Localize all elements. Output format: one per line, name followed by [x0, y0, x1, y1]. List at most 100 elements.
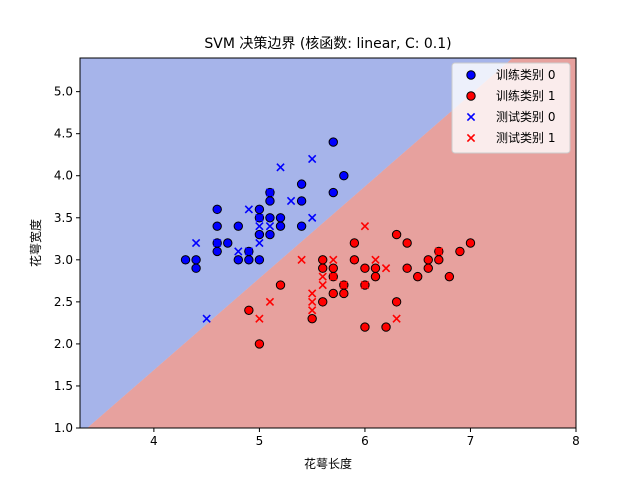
- point-series-0: [212, 204, 222, 215]
- point-series-1: [307, 313, 317, 324]
- point-series-1: [370, 263, 381, 273]
- legend-label-3: 测试类别 1: [496, 130, 555, 145]
- point-series-1: [402, 238, 412, 248]
- data-points: [180, 137, 476, 349]
- point-series-3: [360, 222, 370, 231]
- point-series-1: [381, 322, 391, 332]
- point-series-0: [233, 221, 243, 231]
- x-axis-ticks: 4 5 6 7 8: [150, 428, 580, 448]
- legend-marker-3: [466, 133, 476, 143]
- point-series-2: [255, 213, 264, 222]
- point-series-3: [308, 289, 317, 298]
- point-series-1: [391, 229, 402, 240]
- point-series-3: [339, 280, 348, 290]
- point-series-3: [329, 272, 338, 281]
- chart-title: SVM 决策边界 (核函数: linear, C: 0.1): [204, 35, 451, 52]
- region-class-0: [80, 58, 576, 428]
- y-axis-label: 花萼宽度: [28, 219, 43, 267]
- point-series-1: [349, 238, 360, 248]
- point-series-1: [370, 271, 381, 282]
- point-series-1: [318, 263, 328, 273]
- point-series-0: [296, 179, 307, 189]
- x-tick-label: 8: [572, 434, 580, 448]
- point-series-2: [244, 205, 254, 214]
- point-series-0: [254, 255, 265, 265]
- point-series-1: [455, 246, 465, 257]
- point-series-1: [402, 263, 412, 273]
- legend-marker-0: [466, 70, 476, 80]
- point-series-2: [202, 314, 211, 323]
- y-tick-label: 4.5: [54, 127, 73, 141]
- point-series-3: [329, 255, 338, 264]
- point-series-1: [349, 255, 360, 265]
- point-series-1: [318, 255, 328, 265]
- point-series-3: [318, 280, 327, 290]
- point-series-1: [434, 255, 444, 265]
- point-series-2: [308, 213, 317, 222]
- point-series-0: [254, 204, 265, 215]
- legend-label-1: 训练类别 1: [496, 88, 555, 103]
- point-series-2: [191, 238, 201, 248]
- x-tick-label: 7: [467, 434, 475, 448]
- point-series-0: [265, 213, 275, 223]
- legend-label-0: 训练类别 0: [496, 67, 555, 82]
- x-axis-label: 花萼长度: [304, 456, 352, 471]
- point-series-0: [296, 221, 307, 231]
- point-series-0: [212, 221, 222, 231]
- legend-marker-2: [466, 112, 476, 122]
- point-series-3: [392, 314, 401, 323]
- y-tick-label: 3.0: [54, 253, 73, 267]
- y-tick-label: 2.0: [54, 337, 73, 351]
- point-series-3: [381, 264, 391, 273]
- point-series-3: [371, 255, 380, 264]
- y-tick-label: 4.0: [54, 169, 73, 183]
- point-series-0: [265, 196, 275, 206]
- point-series-1: [360, 322, 370, 332]
- point-series-1: [275, 280, 286, 290]
- y-axis-ticks: 1.0 1.5 2.0 2.5 3.0 3.5 4.0 4.5 5.0: [54, 85, 80, 435]
- legend-marker-1: [466, 91, 476, 101]
- point-series-3: [360, 280, 370, 290]
- point-series-0: [265, 229, 275, 240]
- point-series-2: [265, 222, 275, 231]
- point-series-1: [413, 271, 423, 282]
- x-tick-label: 6: [361, 434, 369, 448]
- point-series-0: [339, 171, 349, 181]
- point-series-0: [296, 196, 307, 206]
- y-tick-label: 2.5: [54, 295, 73, 309]
- point-series-2: [286, 196, 296, 206]
- point-series-2: [213, 238, 222, 248]
- point-series-0: [328, 137, 338, 147]
- point-series-3: [434, 247, 443, 256]
- point-series-3: [265, 297, 275, 307]
- point-series-1: [391, 297, 402, 307]
- point-series-0: [180, 255, 191, 265]
- point-series-0: [254, 229, 265, 240]
- point-series-2: [255, 238, 264, 248]
- point-series-3: [308, 306, 317, 315]
- y-tick-label: 1.5: [54, 379, 73, 393]
- y-tick-label: 5.0: [54, 85, 73, 99]
- point-series-2: [255, 222, 264, 231]
- point-series-2: [234, 247, 243, 256]
- point-series-0: [275, 221, 286, 231]
- point-series-0: [244, 255, 254, 265]
- point-series-0: [212, 246, 222, 257]
- point-series-3: [297, 255, 306, 264]
- point-series-2: [244, 247, 254, 256]
- point-series-1: [328, 288, 338, 299]
- point-series-3: [308, 297, 317, 307]
- legend-box: [451, 62, 571, 154]
- y-tick-label: 1.0: [54, 421, 73, 435]
- point-series-1: [244, 305, 254, 315]
- point-series-0: [191, 263, 201, 273]
- point-series-1: [360, 263, 370, 273]
- point-series-1: [423, 263, 433, 273]
- point-series-0: [223, 238, 233, 248]
- point-series-1: [444, 271, 455, 282]
- point-series-1: [423, 255, 433, 265]
- plot-frame: [79, 57, 577, 429]
- legend: 训练类别 0 训练类别 1 测试类别 0 测试类别 1: [451, 62, 571, 154]
